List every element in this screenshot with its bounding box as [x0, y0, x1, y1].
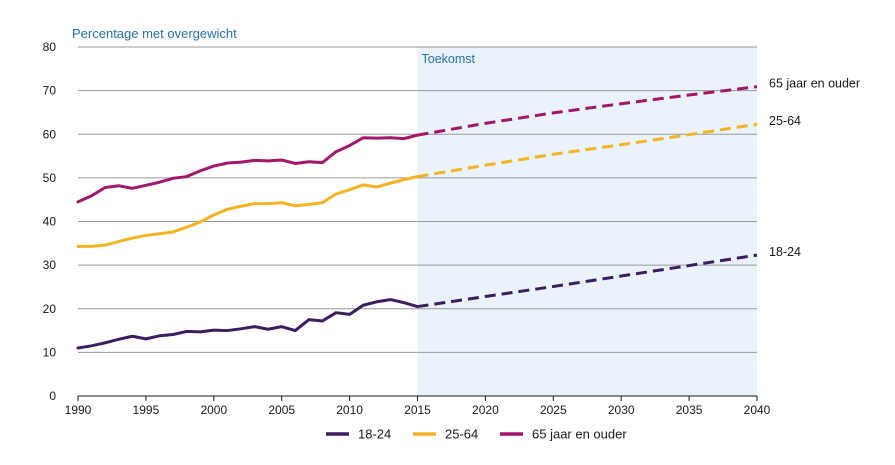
x-tick-label: 2040	[744, 403, 771, 417]
series-line-projected-1	[417, 253, 758, 309]
y-tick-label: 10	[43, 345, 57, 359]
y-tick-label: 70	[43, 84, 57, 98]
x-tick-label: 2005	[268, 403, 295, 417]
x-tick-label: 2025	[540, 403, 567, 417]
y-tick-label: 60	[43, 127, 57, 141]
series-end-label: 65 jaar en ouder	[769, 77, 860, 91]
future-region-label: Toekomst	[422, 52, 476, 66]
series-end-label: 25-64	[769, 114, 801, 128]
series-line-projected-2	[417, 122, 758, 179]
y-tick-label: 40	[43, 215, 57, 229]
x-tick-label: 2030	[608, 403, 635, 417]
y-tick-label: 30	[43, 258, 57, 272]
series-line-observed-2	[76, 175, 419, 248]
series-line-projected-3	[417, 85, 758, 137]
x-tick-label: 1990	[65, 403, 92, 417]
y-tick-label: 20	[43, 302, 57, 316]
x-tick-label: 2035	[676, 403, 703, 417]
series-line-observed-3	[76, 133, 419, 204]
legend: 18-24 25-64 65 jaar en ouder	[326, 427, 627, 442]
x-tick-label: 1995	[133, 403, 160, 417]
y-axis-label: Percentage met overgewicht	[72, 26, 237, 41]
legend-label: 25-64	[445, 427, 478, 442]
legend-label: 18-24	[358, 427, 391, 442]
x-tick-label: 2010	[336, 403, 363, 417]
x-tick-label: 2000	[200, 403, 227, 417]
end-labels: 18-24 25-64 65 jaar en ouder	[769, 77, 860, 259]
x-tick-label: 2020	[472, 403, 499, 417]
series	[76, 85, 758, 350]
legend-label: 65 jaar en ouder	[532, 427, 627, 442]
series-line-observed-1	[76, 298, 419, 350]
series-end-label: 18-24	[769, 245, 801, 259]
x-tick-label: 2015	[404, 403, 431, 417]
y-tick-label: 80	[43, 40, 57, 54]
y-tick-label: 50	[43, 171, 57, 185]
y-tick-label: 0	[49, 389, 56, 403]
